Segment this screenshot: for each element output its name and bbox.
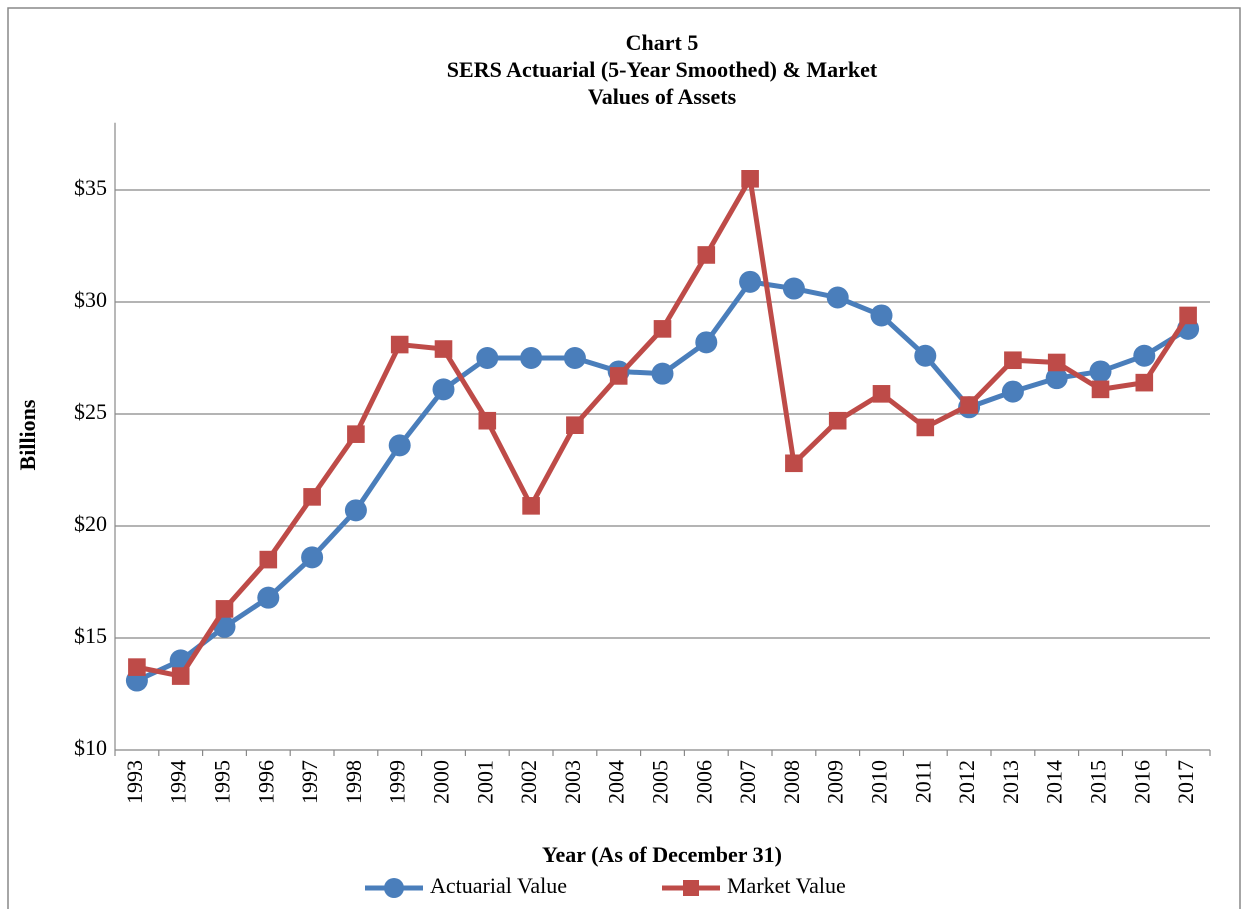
x-tick-label: 2008 bbox=[779, 760, 804, 804]
data-point bbox=[434, 340, 453, 358]
data-point bbox=[1089, 360, 1112, 383]
data-point bbox=[478, 411, 497, 430]
data-point bbox=[522, 497, 540, 515]
x-tick-label: 2004 bbox=[604, 760, 629, 804]
data-point bbox=[1004, 351, 1022, 370]
x-tick-label: 2003 bbox=[560, 760, 585, 804]
data-point bbox=[432, 378, 455, 401]
data-point bbox=[388, 434, 411, 457]
data-point bbox=[1091, 380, 1110, 399]
data-point bbox=[870, 304, 893, 327]
x-tick-label: 2001 bbox=[472, 760, 497, 804]
y-tick-label: $25 bbox=[74, 399, 107, 424]
data-point bbox=[301, 546, 324, 569]
x-tick-label: 2010 bbox=[867, 760, 892, 804]
data-point bbox=[695, 331, 718, 354]
x-tick-label: 1995 bbox=[210, 760, 235, 804]
data-point bbox=[609, 367, 628, 385]
x-tick-label: 2012 bbox=[954, 760, 979, 804]
frame bbox=[7, 7, 1241, 909]
data-point bbox=[347, 425, 365, 443]
data-point bbox=[916, 418, 935, 437]
data-point bbox=[651, 362, 674, 385]
data-point bbox=[259, 550, 278, 569]
data-point bbox=[697, 246, 716, 264]
data-point bbox=[653, 320, 672, 338]
y-tick-label: $35 bbox=[74, 175, 107, 200]
data-point bbox=[1179, 306, 1197, 325]
data-point bbox=[566, 416, 584, 434]
x-tick-label: 2016 bbox=[1129, 760, 1154, 804]
y-tick-label: $20 bbox=[74, 511, 107, 536]
x-tick-label: 2009 bbox=[823, 760, 848, 804]
x-tick-label: 2000 bbox=[429, 760, 454, 804]
data-point bbox=[215, 600, 234, 618]
legend-label: Actuarial Value bbox=[430, 873, 567, 898]
x-tick-label: 2017 bbox=[1173, 760, 1198, 804]
y-tick-label: $30 bbox=[74, 287, 107, 312]
data-point bbox=[782, 277, 805, 300]
series-line bbox=[136, 176, 1191, 679]
data-point bbox=[1045, 367, 1068, 390]
x-tick-label: 2015 bbox=[1086, 760, 1111, 804]
x-tick-label: 2005 bbox=[648, 760, 673, 804]
data-point bbox=[303, 488, 321, 506]
data-point bbox=[344, 499, 367, 522]
x-tick-label: 1997 bbox=[297, 760, 322, 804]
data-point bbox=[171, 667, 190, 685]
y-axis-title: Billions bbox=[15, 399, 40, 470]
data-point bbox=[520, 347, 543, 369]
data-point bbox=[872, 385, 891, 403]
x-tick-label: 1993 bbox=[122, 760, 147, 804]
data-point bbox=[563, 347, 586, 369]
legend-marker bbox=[384, 878, 404, 898]
data-point bbox=[128, 658, 146, 676]
data-point bbox=[476, 347, 499, 369]
y-tick-label: $10 bbox=[74, 735, 107, 760]
data-point bbox=[739, 270, 762, 293]
data-point bbox=[390, 335, 409, 354]
data-point bbox=[257, 586, 280, 609]
x-tick-label: 1998 bbox=[341, 760, 366, 804]
legend-label: Market Value bbox=[727, 873, 846, 898]
chart-title: Chart 5 bbox=[626, 30, 699, 55]
x-tick-label: 1994 bbox=[166, 760, 191, 804]
data-point bbox=[960, 396, 978, 414]
x-tick-label: 2013 bbox=[998, 760, 1023, 804]
data-point bbox=[914, 344, 937, 367]
chart-title: Values of Assets bbox=[588, 84, 737, 109]
x-tick-label: 2007 bbox=[735, 760, 760, 804]
data-point bbox=[741, 170, 759, 188]
legend-marker bbox=[683, 880, 699, 896]
data-point bbox=[826, 286, 849, 309]
x-tick-label: 2011 bbox=[910, 760, 935, 803]
data-point bbox=[1135, 373, 1154, 392]
chart-title: SERS Actuarial (5-Year Smoothed) & Marke… bbox=[447, 57, 878, 82]
y-tick-label: $15 bbox=[74, 623, 107, 648]
data-point bbox=[1133, 344, 1156, 367]
x-tick-label: 1999 bbox=[385, 760, 410, 804]
data-point bbox=[1001, 380, 1024, 403]
x-axis-title: Year (As of December 31) bbox=[542, 842, 782, 867]
data-point bbox=[785, 454, 803, 473]
series-line bbox=[135, 279, 1190, 683]
data-point bbox=[828, 411, 847, 430]
x-tick-label: 2006 bbox=[691, 760, 716, 804]
x-tick-label: 2002 bbox=[516, 760, 541, 804]
x-tick-label: 1996 bbox=[253, 760, 278, 804]
data-point bbox=[1047, 353, 1066, 372]
x-tick-label: 2014 bbox=[1042, 760, 1067, 804]
